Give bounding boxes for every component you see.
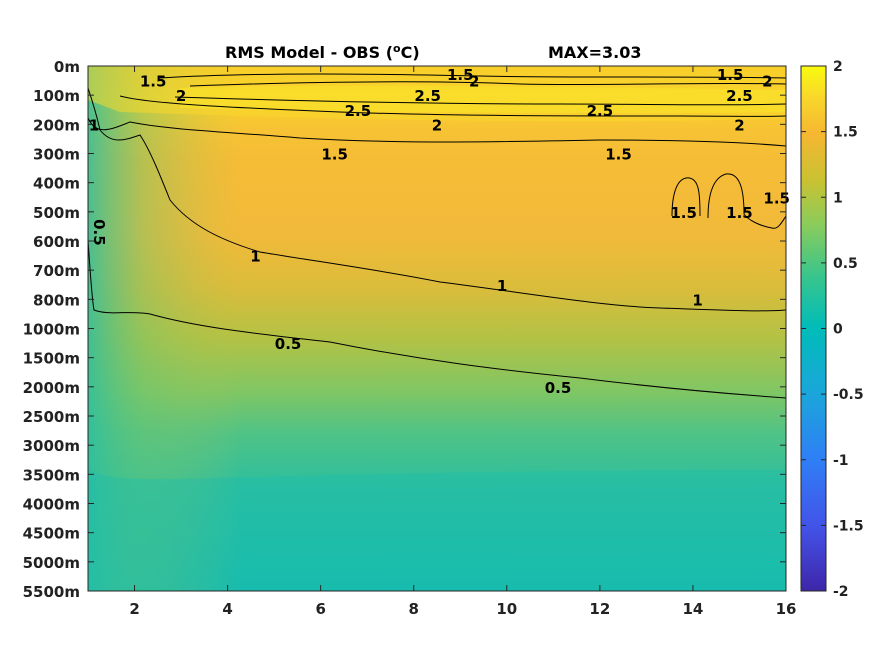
contour-label: 2 — [469, 73, 479, 91]
contour-label: 0.5 — [275, 335, 302, 353]
y-tick-label: 400m — [33, 175, 80, 193]
svg-text:RMS Model - OBS (oC): RMS Model - OBS (oC) — [225, 42, 420, 62]
contour-label: 1.5 — [321, 146, 348, 164]
colorbar-tick-label: 0 — [833, 322, 843, 338]
y-axis: 0m 100m 200m 300m 400m 500m 600m 700m 800m 1000m 1… — [23, 58, 786, 601]
contour-label: 1.5 — [447, 66, 474, 84]
contour-label: 2 — [432, 116, 442, 134]
y-tick-label: 5000m — [23, 554, 80, 572]
contour-1-5-bubble-a — [671, 177, 701, 217]
contour-2-5-lower — [174, 96, 786, 106]
contour-label: 1.5 — [140, 73, 167, 91]
contour-label: 2 — [734, 116, 744, 134]
contour-label: 1 — [692, 291, 702, 309]
colorbar-ticks: 2 1.5 1 0.5 0 -0.5 -1 -1.5 -2 — [801, 59, 864, 600]
x-tick-label: 2 — [129, 600, 139, 618]
y-tick-label: 5500m — [23, 583, 80, 601]
y-tick-label: 2000m — [23, 379, 80, 397]
contour-label: 0.5 — [545, 379, 572, 397]
contour-lines — [88, 73, 786, 399]
x-tick-label: 4 — [222, 600, 232, 618]
heatmap-field — [88, 66, 786, 591]
contour-label: 1.5 — [717, 66, 744, 84]
contour-label: 1.5 — [726, 204, 753, 222]
y-tick-label: 1500m — [23, 350, 80, 368]
colorbar-tick-label: -1 — [833, 453, 849, 469]
contour-label: 0.5 — [90, 219, 108, 246]
y-tick-label: 4000m — [23, 496, 80, 514]
x-tick-label: 6 — [315, 600, 325, 618]
contour-label: 2.5 — [345, 102, 372, 120]
y-tick-label: 500m — [33, 204, 80, 222]
colorbar-tick-label: -2 — [833, 584, 849, 600]
max-label: MAX=3.03 — [548, 43, 642, 62]
contour-1-5-bubble-b — [707, 173, 786, 229]
y-tick-label: 0m — [54, 58, 80, 76]
x-axis: 2 4 6 8 10 12 14 16 — [129, 66, 796, 618]
contour-label: 1.5 — [670, 204, 697, 222]
colorbar-tick-label: -0.5 — [833, 387, 864, 403]
contour-label: 1.5 — [605, 146, 632, 164]
colorbar: 2 1.5 1 0.5 0 -0.5 -1 -1.5 -2 — [800, 59, 864, 600]
contour-label: 1 — [497, 277, 507, 295]
y-tick-label: 4500m — [23, 525, 80, 543]
y-tick-label: 2500m — [23, 408, 80, 426]
colorbar-tick-label: 1.5 — [833, 125, 858, 141]
y-tick-label: 700m — [33, 262, 80, 280]
x-tick-label: 16 — [776, 600, 797, 618]
y-tick-label: 300m — [33, 146, 80, 164]
y-tick-label: 1000m — [23, 321, 80, 339]
x-tick-label: 10 — [496, 600, 517, 618]
contour-2-upper — [159, 73, 786, 79]
contour-label: 2 — [762, 73, 772, 91]
colorbar-tick-label: 1 — [833, 190, 843, 206]
contour-label: 1 — [89, 116, 99, 134]
colorbar-tick-label: 2 — [833, 59, 843, 75]
contour-0-5 — [88, 239, 786, 399]
contour-2 — [119, 95, 786, 117]
y-tick-label: 3500m — [23, 466, 80, 484]
chart-title: RMS Model - OBS (oC) MAX=3.03 — [225, 42, 642, 62]
y-tick-label: 800m — [33, 291, 80, 309]
contour-label: 2 — [176, 87, 186, 105]
contour-label: 1.5 — [763, 189, 790, 207]
contour-label: 2.5 — [726, 87, 753, 105]
y-tick-label: 200m — [33, 116, 80, 134]
colorbar-tick-label: -1.5 — [833, 518, 864, 534]
contour-labels: 1.521.522.52.521.51.5 22.52.521.510.51111… — [89, 66, 790, 397]
x-tick-label: 8 — [409, 600, 419, 618]
contour-label: 2.5 — [414, 87, 441, 105]
x-tick-label: 12 — [589, 600, 610, 618]
contour-1-5 — [88, 117, 786, 147]
contour-label: 1 — [250, 248, 260, 266]
contour-2-5 — [189, 81, 786, 87]
y-tick-label: 100m — [33, 87, 80, 105]
y-tick-label: 3000m — [23, 437, 80, 455]
y-tick-label: 600m — [33, 233, 80, 251]
colorbar-tick-label: 0.5 — [833, 256, 858, 272]
x-tick-label: 14 — [682, 600, 703, 618]
contour-1 — [88, 87, 786, 312]
contour-label: 2.5 — [587, 102, 614, 120]
